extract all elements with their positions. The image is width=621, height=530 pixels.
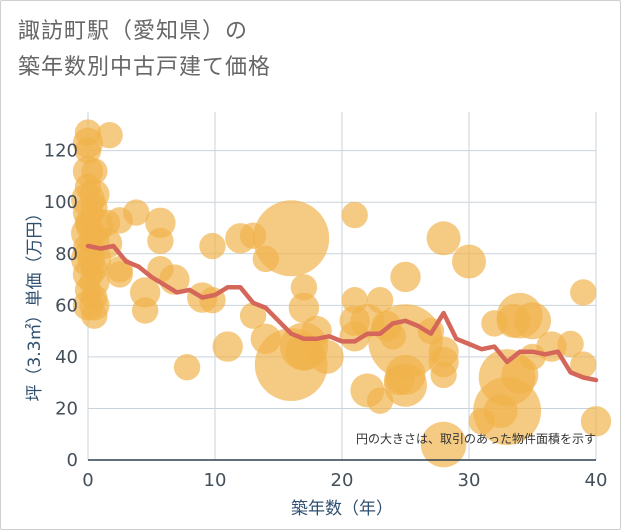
chart-title-line-1: 諏訪町駅（愛知県）の (18, 19, 249, 44)
data-bubble (341, 201, 368, 229)
bubble-series (71, 119, 612, 468)
chart-title-line-2: 築年数別中古戸建て価格 (18, 55, 272, 80)
trend-line-series (85, 243, 599, 383)
data-bubble (131, 297, 159, 324)
data-bubble (570, 279, 597, 306)
data-bubble (173, 354, 201, 381)
data-bubble (426, 221, 461, 256)
y-tick-label: 40 (55, 347, 78, 368)
y-tick-label: 80 (55, 244, 78, 265)
data-bubble (212, 331, 243, 362)
data-bubble (199, 232, 226, 260)
data-bubble (430, 361, 457, 389)
y-tick-label: 0 (67, 450, 78, 471)
average-trend-line (85, 243, 599, 383)
y-axis-title: 坪（3.3㎡）単価（万円） (25, 204, 45, 401)
x-tick-label: 20 (331, 470, 354, 491)
axes: 0 10 20 30 40 0 20 40 60 80 100 120 (44, 141, 608, 491)
data-bubble (309, 339, 344, 374)
chart-title: 諏訪町駅（愛知県）の 築年数別中古戸建て価格 (18, 14, 271, 86)
data-bubble (513, 302, 552, 340)
x-tick-label: 30 (458, 470, 481, 491)
bubble-size-note: 円の大きさは、取引のあった物件面積を示す (356, 431, 596, 446)
y-tick-label: 120 (44, 141, 78, 162)
data-bubble (106, 261, 133, 288)
data-bubble (74, 137, 102, 164)
y-tick-label: 60 (55, 295, 78, 316)
x-tick-label: 40 (585, 470, 608, 491)
data-bubble (452, 244, 486, 279)
data-bubble (81, 302, 108, 329)
data-bubble (253, 200, 330, 277)
data-bubble (288, 292, 320, 324)
y-tick-label: 20 (55, 398, 78, 419)
y-tick-label: 100 (44, 192, 78, 213)
x-tick-label: 10 (204, 470, 227, 491)
data-bubble (239, 302, 267, 329)
data-bubble (147, 227, 174, 255)
data-bubble (96, 122, 123, 149)
data-bubble (580, 406, 612, 437)
data-bubble (390, 261, 421, 293)
data-bubble (123, 199, 150, 226)
data-bubble (290, 274, 318, 301)
x-tick-label: 0 (82, 470, 93, 491)
data-bubble (557, 330, 584, 358)
data-bubble (81, 158, 108, 185)
data-bubble (420, 421, 467, 468)
x-axis-title: 築年数（年） (291, 499, 393, 519)
data-bubble (384, 363, 427, 407)
data-bubble (570, 351, 597, 378)
data-bubble (366, 286, 394, 314)
